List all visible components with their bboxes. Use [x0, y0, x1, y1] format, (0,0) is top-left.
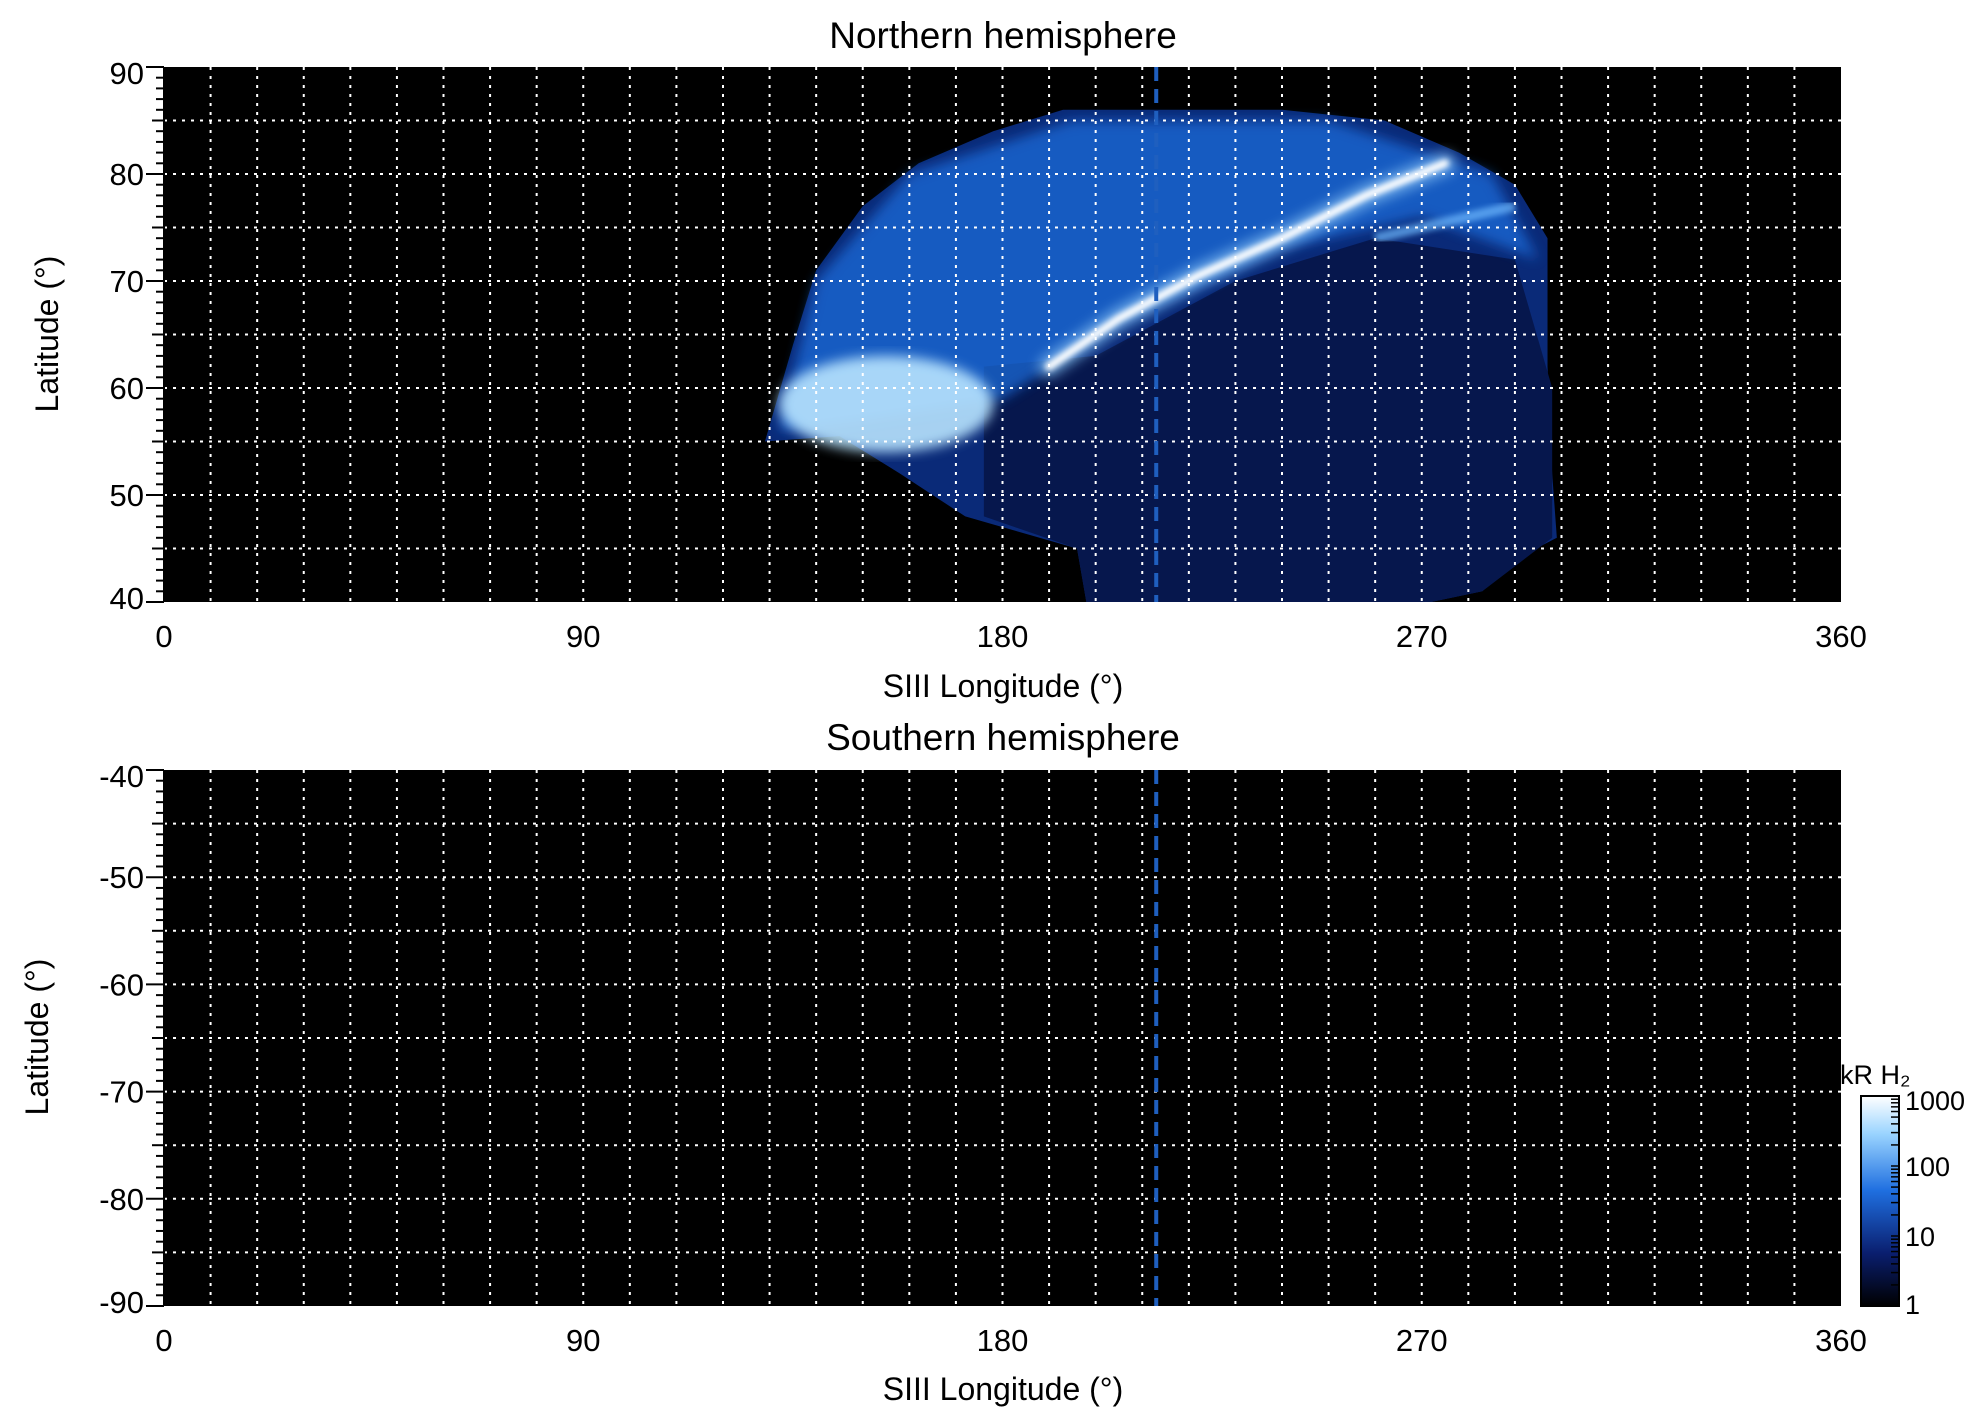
x-tick-label: 0 [155, 1323, 172, 1358]
auroral-emission-north [764, 109, 1557, 603]
colorbar: kR H₂ 1 10 100 1000 [1840, 1060, 1965, 1320]
emission-low-region [983, 238, 1553, 602]
axes-south: -40 -50 -60 -70 -80 -90 0 90 180 270 360 [99, 759, 1867, 1358]
x-tick-label: 270 [1396, 619, 1448, 654]
x-tick-label: 360 [1815, 619, 1867, 654]
y-tick-label: -50 [99, 860, 144, 895]
y-axis-label-south: Latitude (°) [19, 959, 55, 1116]
y-tick-label: 70 [110, 264, 144, 299]
panel-title-south: Southern hemisphere [826, 717, 1180, 758]
southern-panel: Southern hemisphere -40 -50 -60 -70 -80 -90 0 9… [19, 717, 1867, 1407]
colorbar-gradient [1860, 1095, 1900, 1307]
northern-panel: Northern hemisphere 40 50 60 70 80 90 0 90 180 27… [29, 15, 1867, 704]
y-tick-label: -60 [99, 967, 144, 1002]
colorbar-tick-label: 100 [1905, 1152, 1950, 1182]
emission-bright-region [778, 355, 994, 453]
x-tick-label: 0 [155, 619, 172, 654]
colorbar-tick-label: 1 [1905, 1290, 1920, 1320]
x-tick-label: 270 [1396, 1323, 1448, 1358]
y-tick-label: -70 [99, 1075, 144, 1110]
x-tick-label: 90 [566, 619, 600, 654]
grid-south [164, 770, 1841, 1306]
colorbar-tick-label: 10 [1905, 1222, 1935, 1252]
x-tick-label: 360 [1815, 1323, 1867, 1358]
axes-north: 40 50 60 70 80 90 0 90 180 270 360 [110, 56, 1867, 654]
main-oval-arc [1045, 159, 1450, 371]
y-tick-label: -40 [99, 759, 144, 794]
y-tick-label: 80 [110, 157, 144, 192]
grid-north [164, 67, 1841, 602]
y-tick-label: -90 [99, 1285, 144, 1320]
x-axis-label-south: SIII Longitude (°) [883, 1371, 1123, 1407]
y-tick-label: 40 [110, 581, 144, 616]
x-axis-label-north: SIII Longitude (°) [883, 668, 1123, 704]
colorbar-ticks: 1 10 100 1000 [1891, 1086, 1965, 1320]
y-tick-label: 50 [110, 478, 144, 513]
panel-title-north: Northern hemisphere [829, 15, 1177, 56]
colorbar-tick-label: 1000 [1905, 1086, 1965, 1116]
y-tick-label: 60 [110, 371, 144, 406]
y-axis-label-north: Latitude (°) [29, 256, 65, 413]
colorbar-label: kR H₂ [1840, 1060, 1910, 1090]
x-tick-label: 180 [977, 619, 1029, 654]
y-tick-label: -80 [99, 1182, 144, 1217]
y-tick-label: 90 [110, 56, 144, 91]
secondary-arc [1374, 201, 1517, 244]
x-tick-label: 180 [977, 1323, 1029, 1358]
x-tick-label: 90 [566, 1323, 600, 1358]
